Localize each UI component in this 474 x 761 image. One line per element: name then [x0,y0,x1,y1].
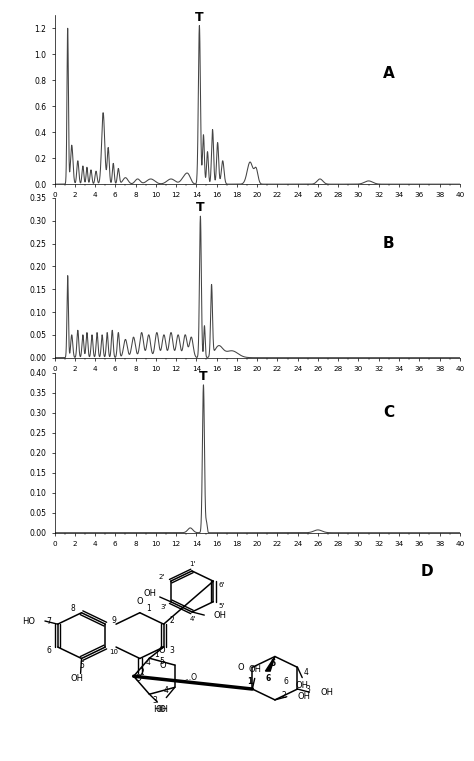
Text: A: A [383,65,395,81]
Text: 10: 10 [109,649,118,654]
Text: C: C [383,405,394,420]
Text: OH: OH [155,705,169,714]
Text: 2: 2 [140,667,145,677]
Polygon shape [265,657,275,671]
Text: O: O [135,674,141,683]
Text: 4: 4 [164,686,169,695]
Text: O: O [137,597,143,606]
Text: O: O [160,661,166,670]
Text: 3': 3' [160,604,167,610]
Text: 4: 4 [303,668,309,677]
Text: HO: HO [153,705,166,714]
Text: OH: OH [214,610,227,619]
Text: 1: 1 [154,650,159,659]
Text: OH: OH [248,665,261,673]
Text: OH: OH [320,688,333,696]
Text: B: B [383,236,395,251]
Text: 5: 5 [79,661,84,670]
Text: ...O: ...O [184,673,197,683]
Text: O: O [237,663,244,672]
Text: 1: 1 [247,677,253,686]
Text: 3: 3 [305,685,310,693]
Text: OH: OH [144,588,157,597]
Text: 5': 5' [219,603,225,610]
Text: D: D [420,564,433,579]
Text: 2': 2' [159,575,165,580]
Text: T: T [199,370,208,383]
Text: HO: HO [22,616,36,626]
Text: 6: 6 [284,677,289,686]
Text: 3: 3 [170,647,174,655]
Text: 6': 6' [219,582,225,588]
Text: 9: 9 [111,616,116,625]
Text: T: T [196,201,205,214]
Text: 1: 1 [146,604,151,613]
Text: OH: OH [298,693,310,701]
Text: 5: 5 [159,657,164,666]
Text: 7: 7 [47,616,52,626]
Text: 1': 1' [189,561,195,567]
Text: 2: 2 [281,691,286,699]
Text: 2: 2 [170,616,174,625]
Text: OH: OH [296,681,309,690]
Text: OH: OH [70,673,83,683]
Text: 4': 4' [190,616,196,622]
Text: 3: 3 [153,696,157,705]
Text: T: T [195,11,204,24]
Text: 4: 4 [146,658,151,667]
Text: 8: 8 [71,604,75,613]
Text: 5: 5 [270,659,275,668]
Text: 6: 6 [265,674,271,683]
Text: O: O [159,646,165,655]
Text: 6: 6 [47,645,52,654]
